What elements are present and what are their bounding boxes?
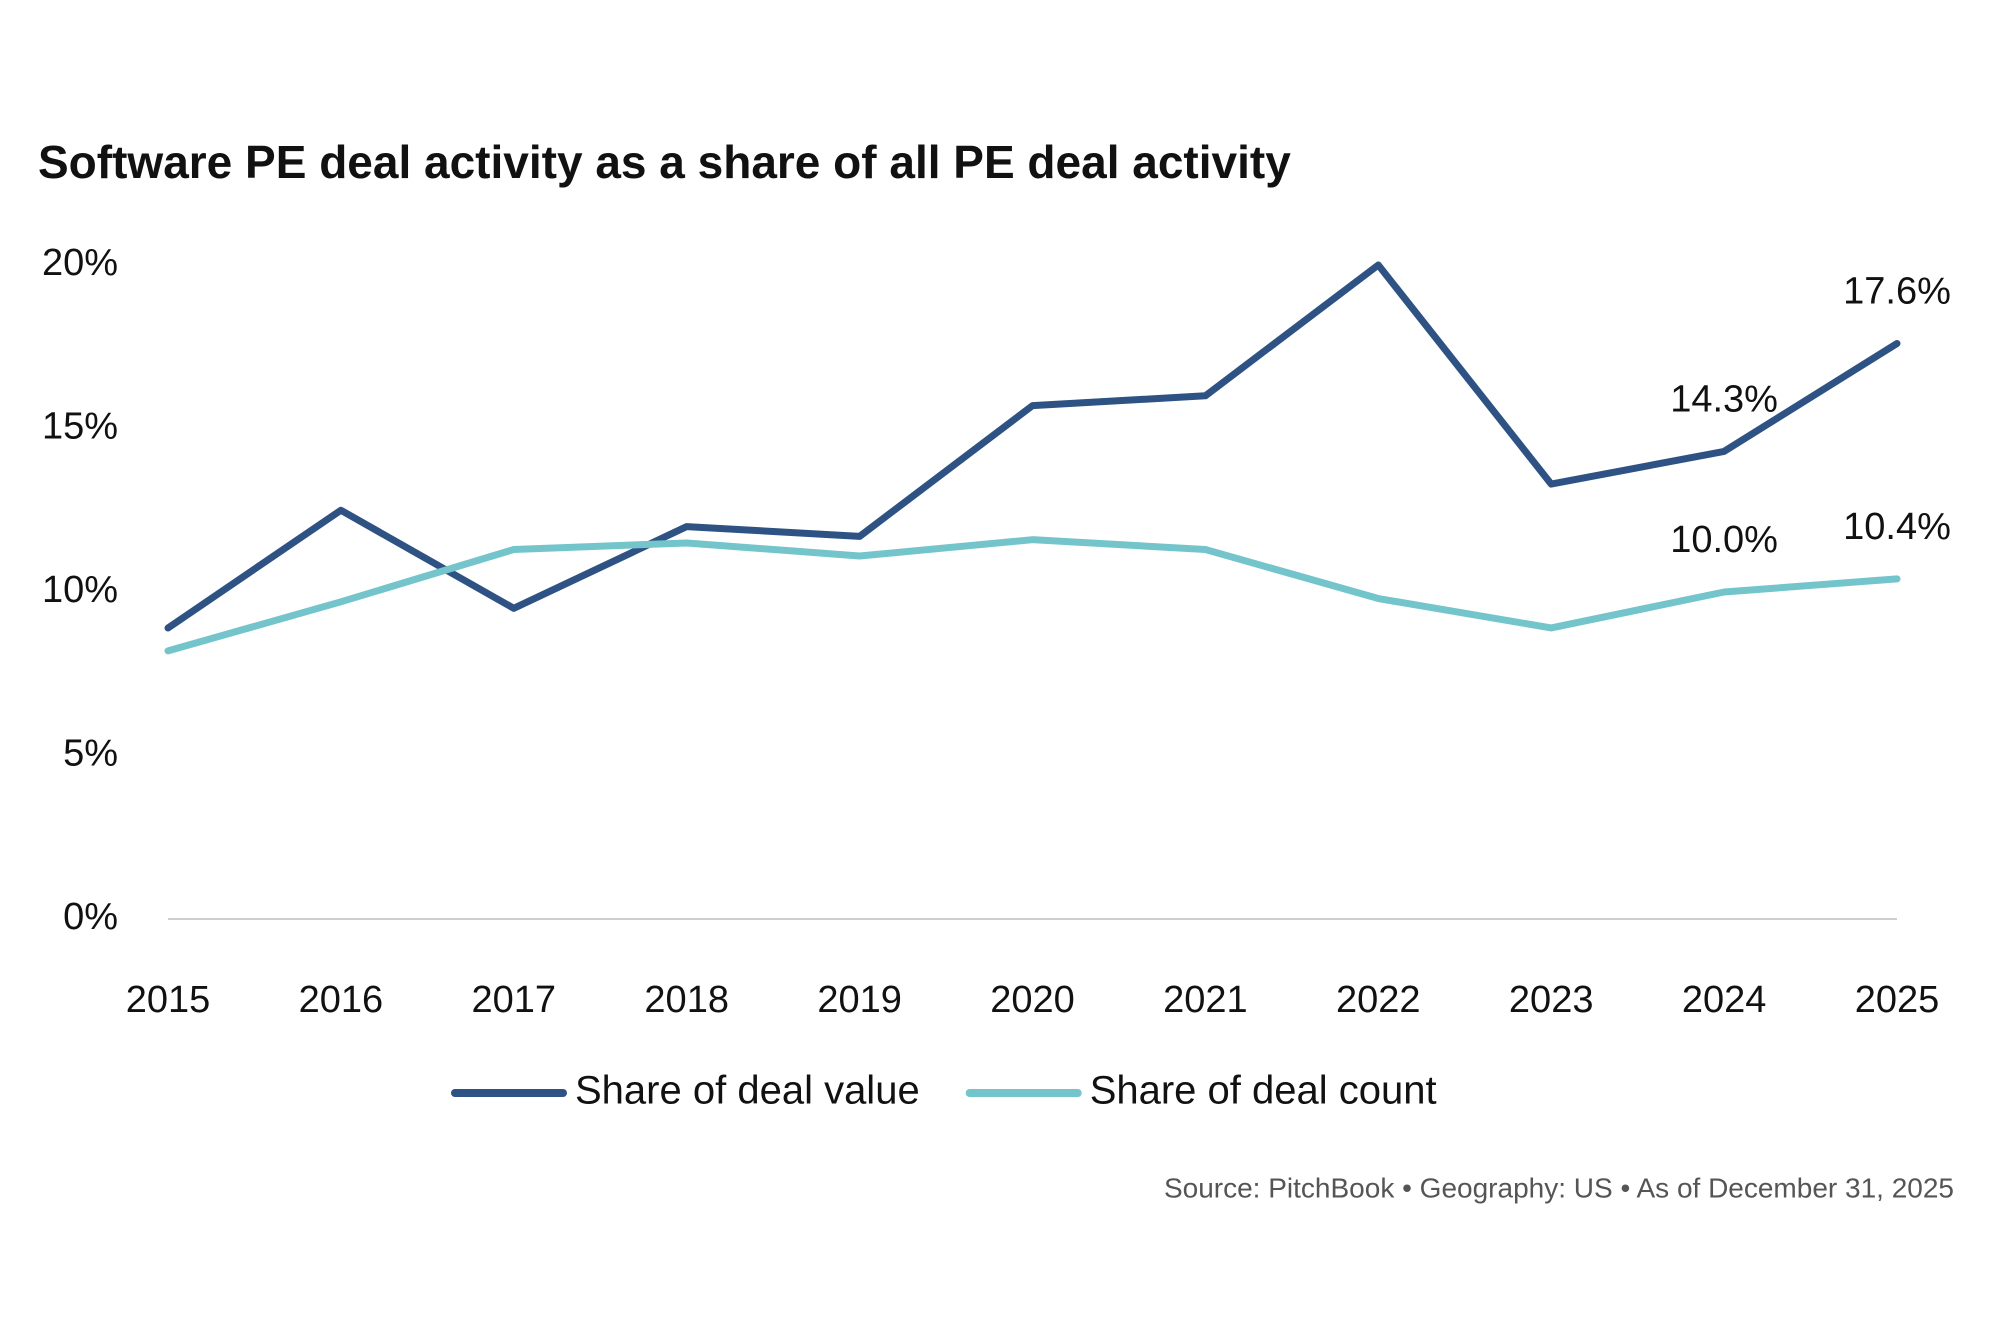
x-tick-label: 2023: [1509, 979, 1594, 1021]
y-tick-label: 15%: [42, 406, 118, 448]
x-tick-label: 2020: [990, 979, 1075, 1021]
value-label: 17.6%: [1843, 271, 1951, 313]
source-note: Source: PitchBook • Geography: US • As o…: [1164, 1172, 1954, 1203]
x-tick-label: 2018: [644, 979, 729, 1021]
x-tick-label: 2022: [1336, 979, 1421, 1021]
y-tick-label: 20%: [42, 242, 118, 284]
value-label: 10.0%: [1670, 519, 1778, 561]
series-line: [164, 261, 1901, 632]
x-tick-label: 2017: [472, 979, 557, 1021]
legend-label: Share of deal count: [1090, 1069, 1437, 1113]
legend-label: Share of deal value: [575, 1069, 920, 1113]
value-label: 14.3%: [1670, 378, 1778, 420]
x-tick-label: 2021: [1163, 979, 1248, 1021]
x-tick-label: 2019: [817, 979, 902, 1021]
y-tick-label: 10%: [42, 569, 118, 611]
y-tick-label: 5%: [63, 733, 118, 775]
y-tick-label: 0%: [63, 896, 118, 938]
x-tick-label: 2016: [299, 979, 384, 1021]
series-line: [164, 536, 1901, 655]
chart-title: Software PE deal activity as a share of …: [38, 136, 1291, 188]
x-tick-label: 2024: [1682, 979, 1767, 1021]
x-tick-label: 2015: [126, 979, 211, 1021]
x-tick-label: 2025: [1855, 979, 1940, 1021]
value-label: 10.4%: [1843, 506, 1951, 548]
